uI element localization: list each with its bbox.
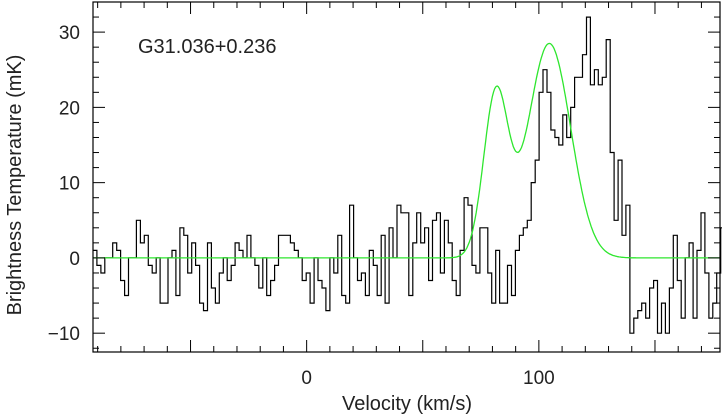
- spectrum-histogram: [93, 16, 722, 334]
- labels-layer: Brightness Temperature (mK) Velocity (km…: [4, 23, 555, 415]
- y-tick-label: 30: [59, 23, 80, 44]
- y-tick-label: 20: [59, 98, 80, 119]
- y-tick-label: 10: [59, 174, 80, 195]
- x-tick-label: 100: [523, 368, 555, 389]
- plot-frame: [92, 1, 721, 353]
- axes-layer: [92, 1, 721, 353]
- fit-layer: [93, 42, 720, 259]
- source-annotation: G31.036+0.236: [138, 36, 276, 58]
- y-tick-label: −10: [48, 324, 80, 345]
- x-axis-label: Velocity (km/s): [342, 393, 472, 415]
- x-tick-label: 0: [301, 368, 312, 389]
- y-axis-label: Brightness Temperature (mK): [4, 55, 26, 316]
- gaussian-fit-line: [93, 42, 720, 259]
- y-tick-label: 0: [69, 249, 80, 270]
- histogram-layer: [93, 16, 722, 334]
